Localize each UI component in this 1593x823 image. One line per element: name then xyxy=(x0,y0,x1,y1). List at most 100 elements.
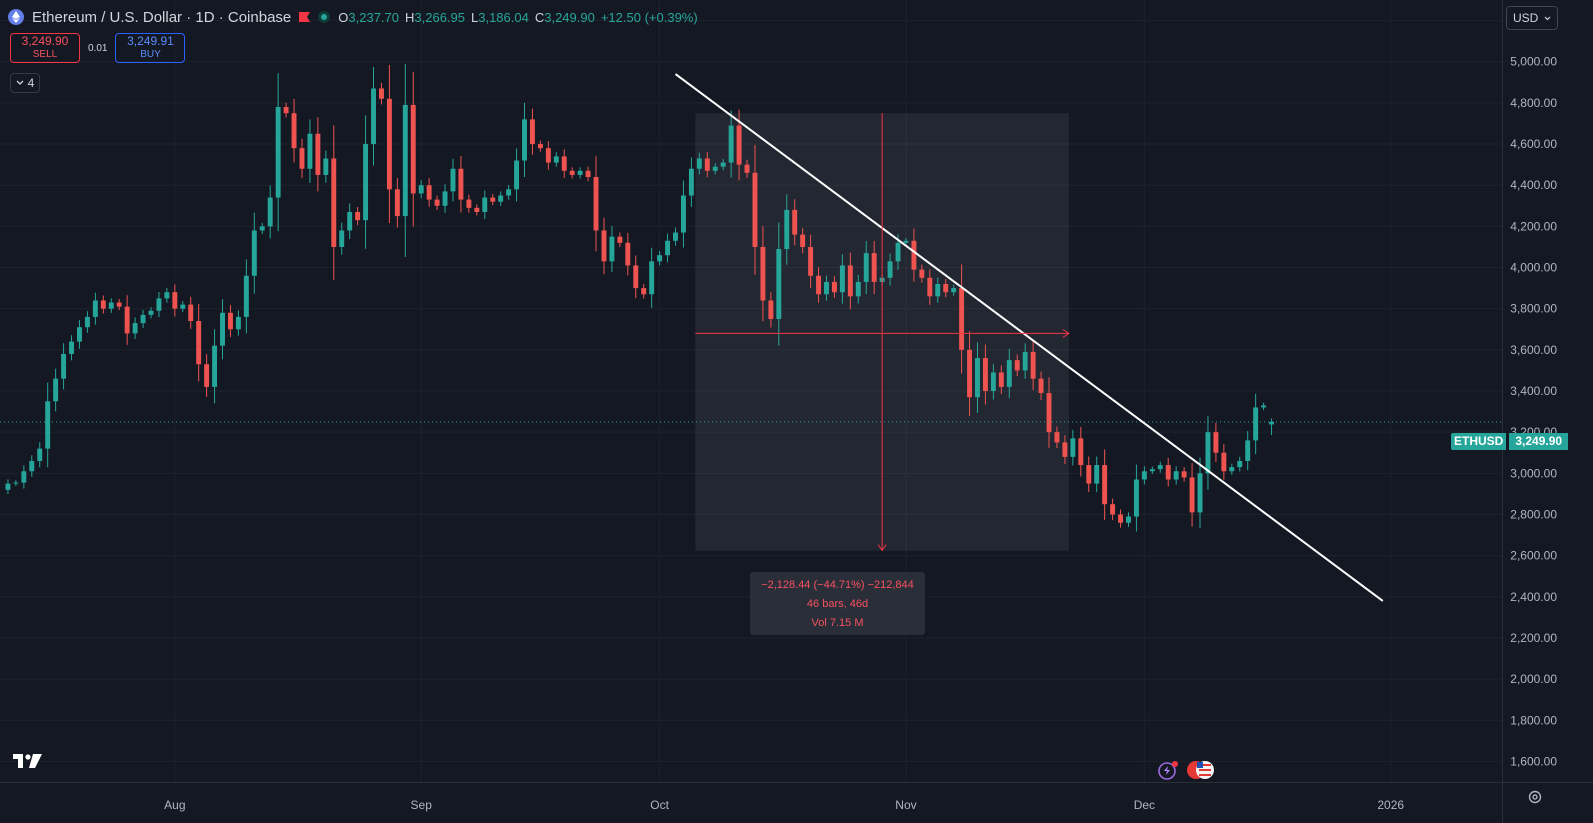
x-tick-label: Sep xyxy=(411,798,433,812)
candle-body xyxy=(990,372,996,391)
candle-body xyxy=(800,234,806,247)
currency-value: USD xyxy=(1513,11,1539,25)
candle-body xyxy=(641,288,647,295)
candle-body xyxy=(21,471,27,483)
sell-button[interactable]: 3,249.90 SELL xyxy=(10,33,80,63)
chevron-down-icon xyxy=(1544,16,1551,20)
candle-body xyxy=(1046,393,1052,433)
candle-body xyxy=(863,253,869,282)
candle-body xyxy=(1229,467,1235,472)
candle-body xyxy=(164,292,170,299)
candle-body xyxy=(617,236,623,243)
drawings xyxy=(0,73,1502,602)
y-tick-label: 2,000.00 xyxy=(1510,672,1557,686)
candle-body xyxy=(808,246,814,276)
candle-body xyxy=(1022,351,1028,371)
candle-body xyxy=(1118,514,1124,523)
buy-price: 3,249.91 xyxy=(127,34,174,48)
live-dot-icon xyxy=(318,11,331,23)
candle-body xyxy=(1157,465,1163,470)
candle-body xyxy=(394,189,400,217)
x-tick-label: Dec xyxy=(1134,798,1155,812)
sparkle-icon[interactable] xyxy=(1156,760,1180,780)
candle-body xyxy=(1269,421,1274,425)
candle-body xyxy=(816,275,822,295)
candle-body xyxy=(967,349,973,398)
candle-body xyxy=(760,246,766,301)
candle-body xyxy=(1181,471,1187,478)
measure-tooltip: −2,128.44 (−44.71%) −212,844 46 bars, 46… xyxy=(750,572,925,635)
candle-body xyxy=(688,168,694,196)
candle-body xyxy=(1126,516,1131,523)
us-flag-icon[interactable] xyxy=(1186,760,1216,780)
candle-body xyxy=(315,133,321,175)
currency-select[interactable]: USD xyxy=(1506,6,1558,30)
candle-body xyxy=(275,107,281,198)
y-tick-label: 2,600.00 xyxy=(1510,549,1557,563)
candle-body xyxy=(871,253,877,282)
candle-body xyxy=(61,353,67,379)
candle-body xyxy=(768,300,774,319)
candle-body xyxy=(53,378,59,402)
candle-body xyxy=(378,88,384,99)
candle-body xyxy=(1070,438,1076,457)
chevron-down-icon xyxy=(16,80,24,85)
candle-body xyxy=(696,158,702,169)
y-tick-label: 2,200.00 xyxy=(1510,631,1557,645)
grid xyxy=(0,0,1502,782)
candle-body xyxy=(704,158,710,171)
candle-body xyxy=(561,156,567,171)
candle-body xyxy=(1110,504,1116,515)
candle-body xyxy=(84,316,90,328)
candle-body xyxy=(410,104,416,194)
candle-body xyxy=(1245,440,1251,461)
candle-body xyxy=(776,249,782,319)
candle-body xyxy=(545,148,551,163)
y-tick-label: 1,600.00 xyxy=(1510,754,1557,768)
candle-body xyxy=(601,230,607,262)
candle-body xyxy=(291,113,297,149)
candle-body xyxy=(1086,465,1092,484)
candle-body xyxy=(1102,465,1108,505)
candle-body xyxy=(1237,460,1243,468)
y-tick-label: 4,600.00 xyxy=(1510,137,1557,151)
candle-body xyxy=(251,230,257,276)
buy-button[interactable]: 3,249.91 BUY xyxy=(115,33,186,63)
candle-body xyxy=(69,341,74,354)
y-tick-label: 3,600.00 xyxy=(1510,343,1557,357)
buy-label: BUY xyxy=(140,49,161,60)
candle-body xyxy=(959,288,965,350)
candle-body xyxy=(1189,477,1195,513)
x-tick-label: 2026 xyxy=(1377,798,1404,812)
last-price-tag: ETHUSD 3,249.90 xyxy=(1451,433,1569,450)
candle-body xyxy=(339,230,345,247)
symbol-header: Ethereum / U.S. Dollar · 1D · Coinbase O… xyxy=(8,6,698,28)
candle-body xyxy=(116,302,122,307)
candle-body xyxy=(1253,407,1259,441)
trade-panel: 3,249.90 SELL 0.01 3,249.91 BUY xyxy=(10,33,186,63)
candle-body xyxy=(1014,360,1020,371)
symbol-title[interactable]: Ethereum / U.S. Dollar · 1D · Coinbase xyxy=(32,8,292,26)
candle-body xyxy=(657,255,663,262)
settings-icon[interactable] xyxy=(1527,789,1543,805)
y-tick-label: 3,400.00 xyxy=(1510,384,1557,398)
candle-body xyxy=(537,144,543,149)
flag-icon[interactable] xyxy=(299,12,311,22)
x-tick-label: Nov xyxy=(895,798,916,812)
last-price-symbol: ETHUSD xyxy=(1451,433,1507,450)
candle-body xyxy=(1165,465,1171,480)
candle-body xyxy=(450,168,456,192)
measure-bars: 46 bars, 46d xyxy=(806,597,869,610)
candle-body xyxy=(673,232,678,241)
candle-body xyxy=(490,197,496,202)
sell-price: 3,249.90 xyxy=(21,34,69,48)
indicators-toggle[interactable]: 4 xyxy=(10,73,40,93)
candle-body xyxy=(553,156,559,163)
tradingview-logo-icon[interactable] xyxy=(13,752,43,770)
ohlc-low: 3,186.04 xyxy=(478,9,529,25)
candle-body xyxy=(172,292,178,309)
candle-body xyxy=(323,158,329,175)
candle-body xyxy=(212,345,218,387)
candle-body xyxy=(951,288,957,293)
